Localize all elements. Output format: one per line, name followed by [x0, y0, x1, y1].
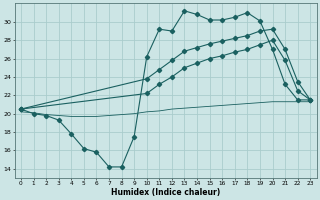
- X-axis label: Humidex (Indice chaleur): Humidex (Indice chaleur): [111, 188, 220, 197]
